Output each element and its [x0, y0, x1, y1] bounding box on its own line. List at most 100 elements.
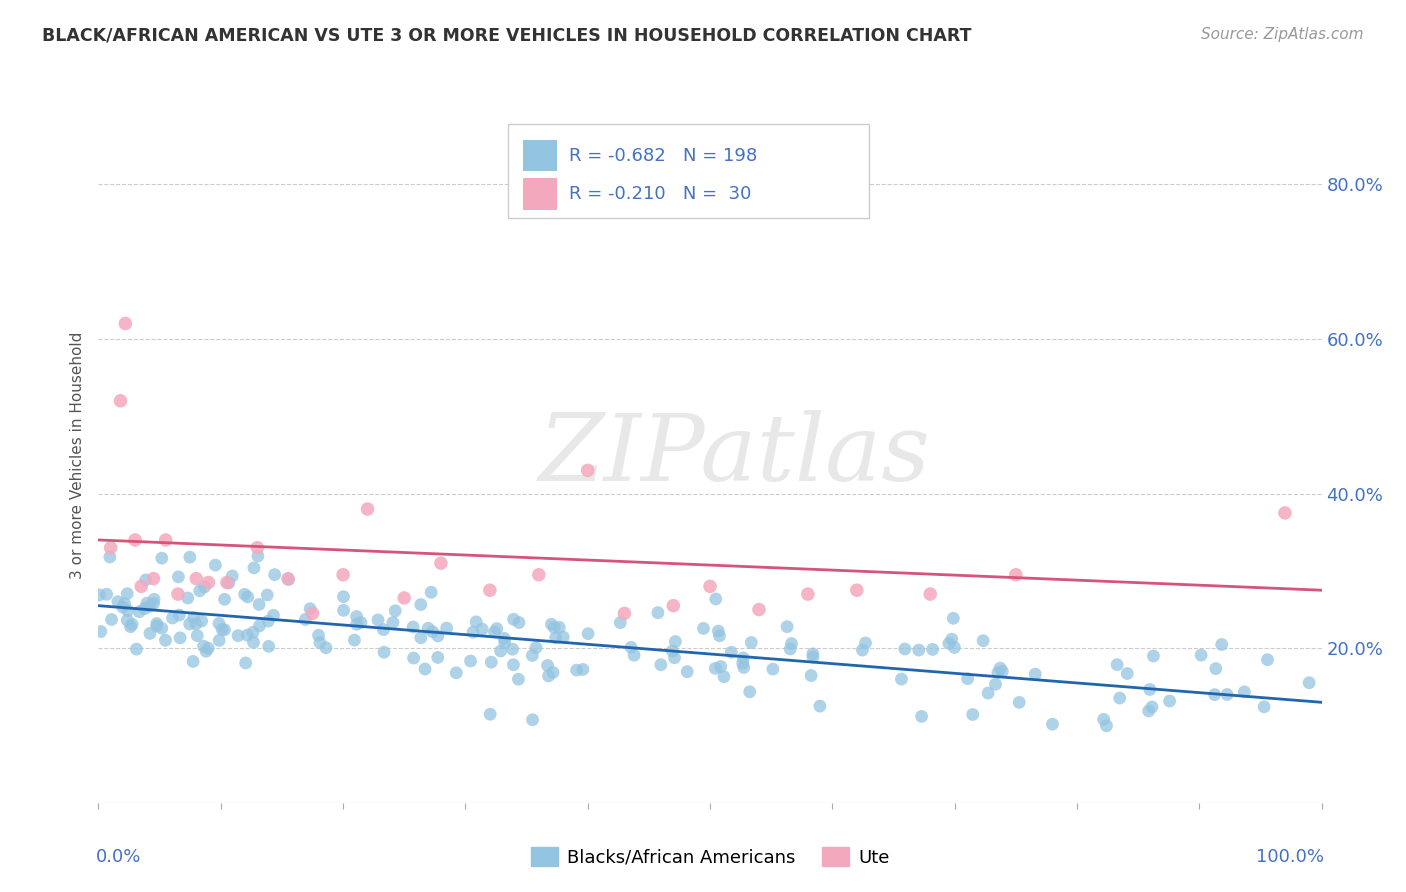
Point	[247, 598, 270, 612]
Point	[162, 611, 184, 625]
Point	[662, 599, 685, 613]
Point	[1253, 699, 1275, 714]
Point	[565, 663, 588, 677]
Point	[346, 609, 368, 624]
Point	[1274, 506, 1296, 520]
Point	[1024, 667, 1046, 681]
Point	[422, 624, 444, 639]
Legend: Blacks/African Americans, Ute: Blacks/African Americans, Ute	[523, 840, 897, 874]
Point	[184, 616, 207, 631]
Point	[647, 606, 669, 620]
Point	[1139, 682, 1161, 697]
Point	[489, 644, 512, 658]
Point	[409, 631, 432, 645]
Point	[623, 648, 645, 663]
Text: ZIPatlas: ZIPatlas	[538, 410, 931, 500]
Point	[1159, 694, 1181, 708]
Point	[208, 616, 231, 631]
Point	[613, 607, 636, 621]
Point	[704, 591, 727, 606]
Point	[851, 643, 873, 657]
Point	[214, 623, 236, 637]
Point	[713, 670, 735, 684]
Point	[179, 550, 201, 565]
Point	[544, 631, 567, 645]
Point	[226, 629, 249, 643]
Point	[776, 620, 799, 634]
Point	[186, 629, 208, 643]
Point	[150, 551, 173, 566]
Point	[984, 677, 1007, 691]
Point	[502, 657, 524, 672]
Point	[115, 587, 138, 601]
Point	[609, 615, 631, 630]
Point	[420, 585, 443, 599]
Point	[134, 601, 156, 615]
Point	[1108, 691, 1130, 706]
Point	[808, 699, 831, 714]
Point	[188, 583, 211, 598]
Point	[762, 662, 785, 676]
Point	[256, 588, 278, 602]
Point	[1092, 712, 1115, 726]
Point	[96, 587, 118, 601]
Point	[942, 611, 965, 625]
Point	[920, 587, 942, 601]
Point	[257, 614, 280, 628]
Point	[1042, 717, 1064, 731]
Point	[117, 604, 139, 618]
Point	[522, 713, 544, 727]
Point	[661, 644, 683, 658]
Point	[214, 592, 236, 607]
Point	[249, 619, 271, 633]
Point	[121, 617, 143, 632]
Point	[461, 625, 484, 640]
Point	[620, 640, 643, 655]
Point	[494, 635, 516, 649]
Point	[183, 610, 205, 624]
Point	[242, 625, 264, 640]
Point	[733, 660, 755, 674]
Point	[195, 644, 218, 658]
Point	[343, 633, 366, 648]
Bar	[523, 140, 557, 171]
Point	[114, 597, 136, 611]
Point	[155, 633, 177, 648]
Point	[709, 629, 731, 643]
Point	[138, 599, 160, 614]
Point	[479, 655, 502, 669]
Point	[181, 655, 204, 669]
Point	[1008, 695, 1031, 709]
Point	[508, 672, 530, 686]
Point	[107, 595, 129, 609]
Point	[650, 657, 672, 672]
Point	[155, 533, 177, 547]
Point	[169, 608, 191, 623]
Point	[479, 707, 502, 722]
Point	[89, 588, 111, 602]
Point	[381, 615, 404, 630]
Point	[236, 628, 259, 642]
Point	[211, 623, 233, 637]
Point	[780, 636, 803, 650]
Point	[197, 575, 219, 590]
Point	[707, 624, 730, 639]
Point	[167, 587, 190, 601]
Point	[208, 633, 231, 648]
Point	[988, 661, 1011, 675]
Point	[1107, 657, 1129, 672]
Point	[543, 621, 565, 635]
Point	[801, 647, 824, 661]
Point	[485, 622, 508, 636]
Point	[143, 592, 166, 607]
Point	[1116, 666, 1139, 681]
Point	[384, 604, 406, 618]
Point	[576, 626, 599, 640]
Point	[478, 583, 501, 598]
Point	[124, 533, 146, 547]
Point	[426, 629, 449, 643]
Point	[1233, 685, 1256, 699]
Point	[167, 570, 190, 584]
Point	[740, 635, 762, 649]
Point	[356, 502, 378, 516]
